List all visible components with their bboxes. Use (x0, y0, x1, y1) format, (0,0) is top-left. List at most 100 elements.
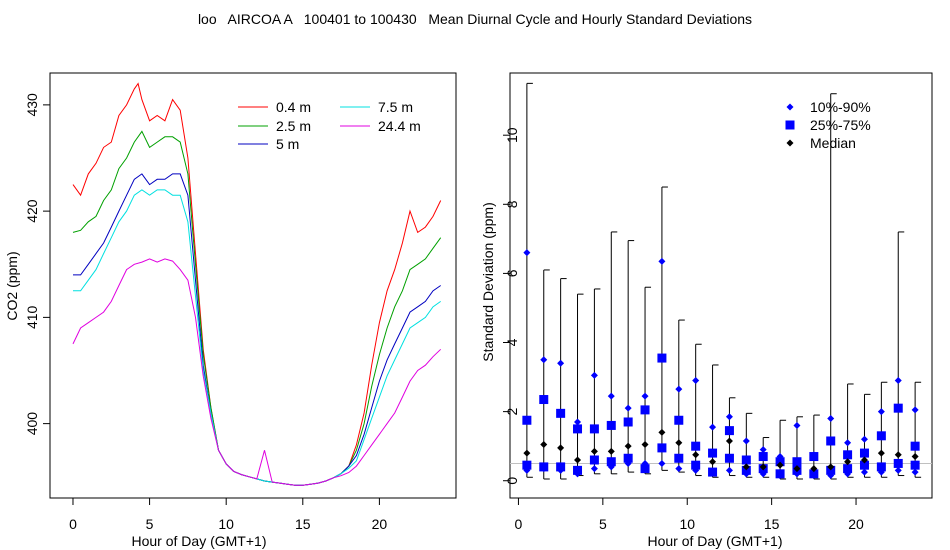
right-y-axis-label: Standard Deviation (ppm) (480, 202, 496, 362)
right-x-axis-label: Hour of Day (GMT+1) (648, 533, 783, 549)
legend-label: 24.4 m (378, 118, 421, 134)
p75-point (606, 420, 616, 430)
p75-point (657, 353, 667, 363)
right-x-tick-label: 5 (599, 516, 607, 532)
p90-point (658, 257, 666, 265)
right-x-tick-label: 0 (515, 516, 523, 532)
p10-point (894, 466, 902, 474)
right-axes: 0 5 10 15 20 0 2 4 6 8 10 (503, 127, 864, 532)
p75-point (843, 450, 853, 460)
p90-point (557, 359, 565, 367)
legend-label: 7.5 m (378, 99, 413, 115)
right-y-tick-label: 6 (504, 269, 520, 277)
p25-point (674, 453, 684, 463)
p75-point (792, 457, 802, 467)
left-x-tick-label: 15 (295, 516, 311, 532)
p25-point (573, 465, 583, 475)
series-line-24-4-m (72, 258, 442, 486)
legend-marker-p10-p90 (786, 103, 794, 111)
p75-point (910, 441, 920, 451)
median-point (574, 456, 582, 464)
legend-label: 2.5 m (276, 118, 311, 134)
p90-point (624, 404, 632, 412)
legend-label: 10%-90% (810, 99, 871, 115)
p10-point (675, 465, 683, 473)
legend-marker-median (786, 139, 794, 147)
p75-point (724, 426, 734, 436)
p75-point (539, 395, 549, 405)
p75-point (893, 403, 903, 413)
p90-point (523, 249, 531, 257)
left-x-axis-label: Hour of Day (GMT+1) (132, 533, 267, 549)
median-point (894, 451, 902, 459)
p25-point (589, 455, 599, 465)
right-plot-frame (509, 72, 933, 499)
p90-point (860, 435, 868, 443)
median-point (658, 428, 666, 436)
p25-point (606, 457, 616, 467)
p90-point (675, 385, 683, 393)
p10-point (658, 459, 666, 467)
p25-point (910, 460, 920, 470)
left-y-axis-label: CO2 (ppm) (4, 251, 20, 320)
p75-point (741, 455, 751, 465)
median-point (725, 437, 733, 445)
series-line-7-5-m (73, 189, 441, 486)
p25-point (809, 469, 819, 479)
median-point (793, 465, 801, 473)
median-point (675, 439, 683, 447)
legend-label: 5 m (276, 136, 299, 152)
p10-point (911, 468, 919, 476)
p75-point (708, 448, 718, 458)
median-point (776, 461, 784, 469)
p25-point (623, 453, 633, 463)
right-series-marks (522, 82, 922, 480)
p25-point (775, 469, 785, 479)
right-x-tick-label: 20 (848, 516, 864, 532)
median-point (860, 456, 868, 464)
median-point (641, 440, 649, 448)
p90-point (894, 377, 902, 385)
p75-point (859, 448, 869, 458)
p75-point (522, 415, 532, 425)
median-point (827, 463, 835, 471)
p90-point (759, 446, 767, 454)
p75-point (691, 441, 701, 451)
left-axes: 0 5 10 15 20 400 410 420 430 (24, 93, 387, 532)
median-point (911, 453, 919, 461)
median-point (810, 465, 818, 473)
left-y-tick-label: 420 (24, 199, 40, 223)
left-y-tick-label: 430 (24, 93, 40, 117)
p10-point (860, 468, 868, 476)
left-x-tick-label: 20 (372, 516, 388, 532)
right-legend: 10%-90% 25%-75% Median (785, 99, 871, 151)
series-line-2-5-m (72, 130, 442, 486)
p90-point (540, 356, 548, 364)
p25-point (843, 464, 853, 474)
median-point (607, 447, 615, 455)
right-y-tick-label: 2 (504, 408, 520, 416)
p75-point (589, 424, 599, 434)
p25-point (539, 462, 549, 472)
page-title: loo AIRCOA A 100401 to 100430 Mean Diurn… (197, 11, 753, 27)
p90-point (607, 392, 615, 400)
p90-point (827, 415, 835, 423)
right-y-tick-label: 0 (504, 477, 520, 485)
right-x-tick-label: 10 (679, 516, 695, 532)
p25-point (708, 467, 718, 477)
left-series-lines (72, 82, 442, 486)
legend-label: 0.4 m (276, 99, 311, 115)
p25-point (876, 462, 886, 472)
p75-point (826, 436, 836, 446)
left-plot-frame (49, 72, 457, 499)
p75-point (623, 417, 633, 427)
median-point (590, 447, 598, 455)
median-point (742, 463, 750, 471)
p25-point (556, 462, 566, 472)
p75-point (758, 452, 768, 462)
p10-point (590, 465, 598, 473)
p75-point (640, 405, 650, 415)
p25-point (893, 458, 903, 468)
p10-point (725, 466, 733, 474)
left-x-tick-label: 0 (69, 516, 77, 532)
